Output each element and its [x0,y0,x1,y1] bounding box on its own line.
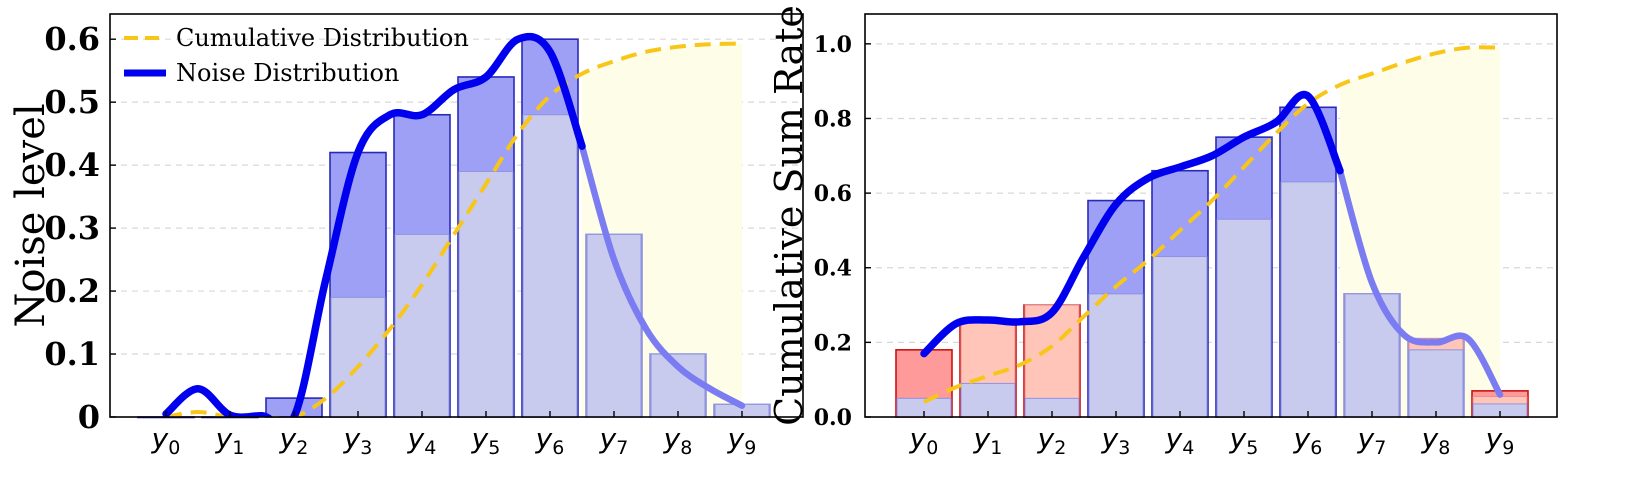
x-tick-label: y8 [1421,422,1451,459]
x-tick-label: y5 [1229,422,1259,459]
x-tick-label: y7 [599,422,629,459]
cumulative-line [923,45,1501,404]
y-tick-label: 0 [78,398,100,436]
noise-line-tail [578,142,746,409]
overlay-y5 [1216,218,1272,418]
overlay-y4 [394,233,450,418]
x-tick-label: y2 [1037,422,1067,459]
legend-label-noise: Noise Distribution [176,59,399,87]
y-axis-label: Noise level [8,103,54,327]
y-tick-label: 0.2 [814,330,852,356]
left-chart-panel: 0 0.1 0.2 0.3 0.4 0.5 0.6 y0 y1 y2 y3 y4 y5 y6 y7 y8 y9 N… [8,13,804,459]
overlay-y5 [458,170,514,418]
x-tick-label: y0 [909,422,939,459]
x-tick-label: y4 [1165,422,1195,459]
overlay-y4 [1152,256,1208,418]
x-tick-label: y1 [215,422,245,459]
y-tick-label: 0.6 [44,20,100,58]
y-tick-label: 0.0 [814,405,852,431]
x-tick-label: y0 [151,422,181,459]
y-tick-label: 0.5 [44,83,100,121]
y-tick-label: 0.3 [44,209,100,247]
noise-line [920,91,1344,358]
x-tick-label: y2 [279,422,309,459]
x-tick-label: y1 [973,422,1003,459]
y-tick-label: 0.4 [44,146,100,184]
y-tick-label: 0.8 [814,106,852,132]
x-tick-label: y5 [471,422,501,459]
x-tick-label: y9 [1485,422,1515,459]
overlay-y6 [1280,181,1336,418]
overlay-y3 [1088,293,1144,418]
y-tick-label: 0.4 [814,256,852,282]
x-tick-label: y4 [407,422,437,459]
overlay-y3 [330,296,386,418]
legend-label-cumulative: Cumulative Distribution [176,24,469,52]
y-tick-label: 0.6 [814,181,852,207]
x-tick-label: y7 [1357,422,1387,459]
y-tick-label: 0.2 [44,272,100,310]
y-axis-label: Cumulative Sum Rate [767,5,811,426]
x-tick-label: y8 [663,422,693,459]
y-tick-label: 1.0 [814,32,852,58]
plot-frame [864,13,1558,418]
overlay-y8 [1408,349,1464,418]
noise-line-tail [1336,167,1504,398]
plot-frame [109,13,804,418]
y-tick-label: 0.1 [44,335,100,373]
right-chart-panel: 0.0 0.2 0.4 0.6 0.8 1.0 y0 y1 y2 y3 y4 y5 y6 y7 y8 y9 Cu… [767,5,1558,459]
noise-line [162,32,586,417]
cumulative-line [165,41,743,417]
x-tick-label: y6 [1293,422,1323,459]
x-tick-label: y9 [727,422,757,459]
x-tick-label: y6 [535,422,565,459]
overlay-y6 [522,114,578,418]
overlay-y7 [1344,293,1400,418]
x-tick-label: y3 [1101,422,1131,459]
x-tick-label: y3 [343,422,373,459]
